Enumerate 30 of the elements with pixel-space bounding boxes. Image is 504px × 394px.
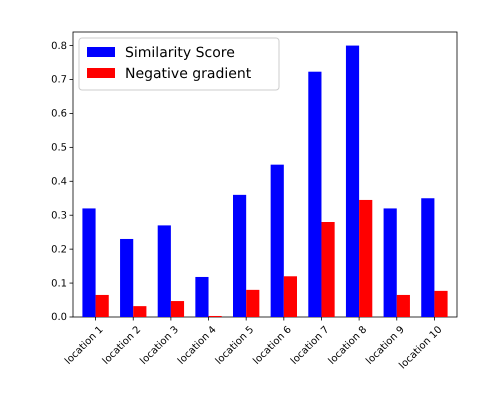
bar bbox=[396, 294, 410, 317]
y-tick-label: 0.5 bbox=[51, 142, 67, 154]
legend-label: Similarity Score bbox=[125, 44, 235, 61]
bar bbox=[195, 276, 209, 317]
bar bbox=[359, 200, 372, 317]
bar bbox=[321, 222, 335, 317]
legend-label: Negative gradient bbox=[125, 66, 252, 82]
y-tick-label: 0.7 bbox=[51, 74, 67, 86]
bar bbox=[170, 301, 184, 317]
bar bbox=[233, 194, 246, 317]
bar bbox=[270, 164, 284, 317]
bar bbox=[308, 72, 322, 317]
bar bbox=[434, 290, 448, 317]
y-tick-label: 0.0 bbox=[51, 312, 67, 324]
bar bbox=[284, 276, 297, 317]
y-tick-label: 0.3 bbox=[51, 210, 67, 222]
y-tick-label: 0.4 bbox=[51, 176, 67, 188]
y-tick-label: 0.6 bbox=[51, 108, 67, 120]
bar bbox=[421, 198, 434, 317]
y-tick-label: 0.2 bbox=[51, 244, 67, 256]
bar bbox=[346, 46, 360, 317]
bar bbox=[246, 290, 260, 317]
bar bbox=[158, 225, 171, 317]
y-tick-label: 0.8 bbox=[51, 40, 67, 52]
bar bbox=[384, 208, 397, 317]
bar bbox=[120, 238, 134, 317]
bar bbox=[133, 306, 146, 317]
bar bbox=[82, 208, 96, 317]
bar bbox=[96, 294, 109, 317]
y-tick-label: 0.1 bbox=[51, 278, 67, 290]
